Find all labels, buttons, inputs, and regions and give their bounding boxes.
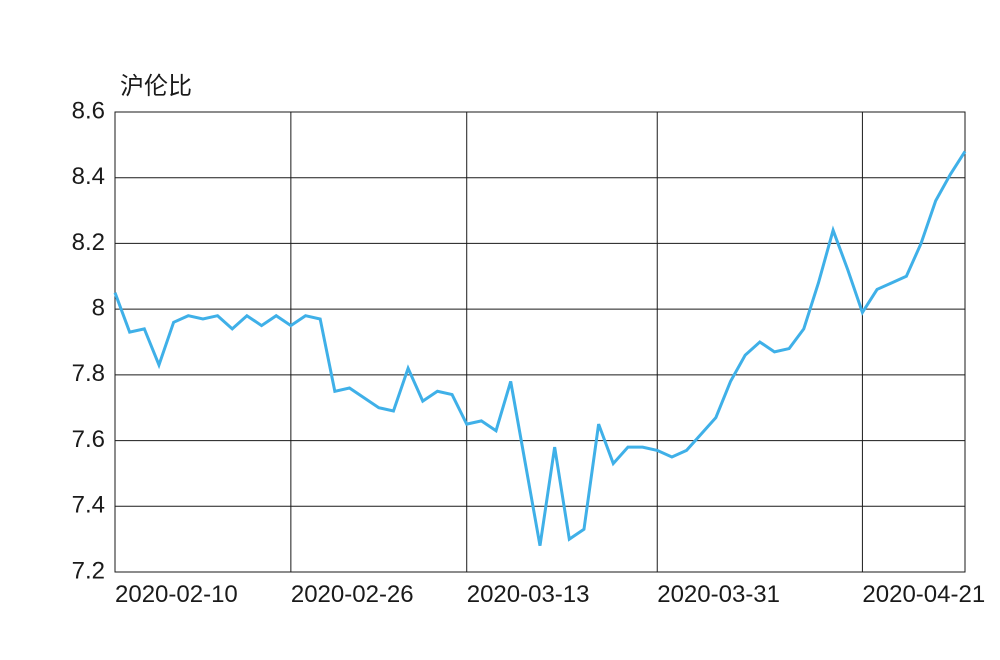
y-tick-label: 8.2 (72, 229, 105, 256)
y-tick-label: 7.6 (72, 426, 105, 453)
chart-title: 沪伦比 (120, 73, 192, 100)
x-tick-label: 2020-02-26 (291, 581, 414, 608)
chart-container: 7.2 7.4 7.6 7.8 8 8.2 8.4 8.6 2020-02-10 2020-02-… (0, 0, 1000, 660)
y-tick-label: 8.4 (72, 163, 105, 190)
y-tick-label: 8.6 (72, 97, 105, 124)
y-tick-label: 7.2 (72, 557, 105, 584)
y-tick-label: 7.4 (72, 492, 105, 519)
x-tick-label: 2020-03-31 (657, 581, 780, 608)
x-tick-label: 2020-04-21 (862, 581, 985, 608)
x-tick-label: 2020-02-10 (115, 581, 238, 608)
line-chart: 7.2 7.4 7.6 7.8 8 8.2 8.4 8.6 2020-02-10 2020-02-… (0, 0, 1000, 660)
y-tick-label: 7.8 (72, 360, 105, 387)
y-tick-label: 8 (92, 294, 105, 321)
x-tick-label: 2020-03-13 (467, 581, 590, 608)
